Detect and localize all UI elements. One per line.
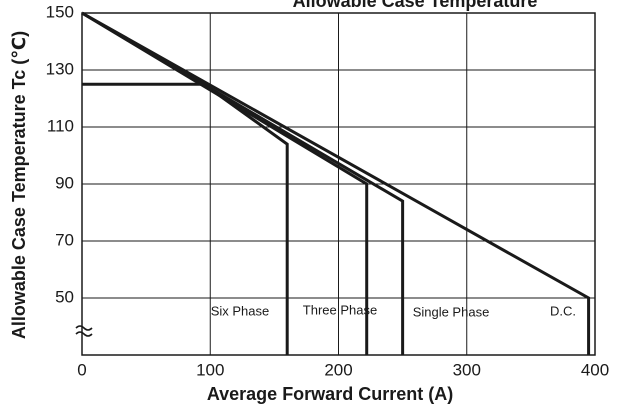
x-tick-label: 200 xyxy=(324,360,352,379)
y-axis-label: Allowable Case Temperature Tc (℃) xyxy=(9,31,29,339)
data-line xyxy=(81,11,405,355)
y-tick-label: 110 xyxy=(47,116,74,135)
y-tick-label: 90 xyxy=(55,173,74,192)
x-axis-label: Average Forward Current (A) xyxy=(207,384,453,404)
x-tick-label: 100 xyxy=(196,360,224,379)
x-tick-label: 300 xyxy=(453,360,481,379)
x-tick-label: 400 xyxy=(581,360,609,379)
data-line xyxy=(82,82,289,355)
x-tick-label: 0 xyxy=(77,360,86,379)
series-label: Six Phase xyxy=(211,303,270,318)
chart-title: Allowable Case Temperature xyxy=(293,0,538,11)
y-tick-label: 50 xyxy=(55,287,74,306)
axis-break xyxy=(75,325,93,337)
series-label: Single Phase xyxy=(413,304,490,319)
series-label: D.C. xyxy=(550,303,576,318)
y-tick-label: 150 xyxy=(46,2,74,21)
y-tick-label: 130 xyxy=(46,59,74,78)
y-tick-label: 70 xyxy=(55,230,74,249)
series-label: Three Phase xyxy=(303,302,377,317)
data-line xyxy=(81,11,591,355)
